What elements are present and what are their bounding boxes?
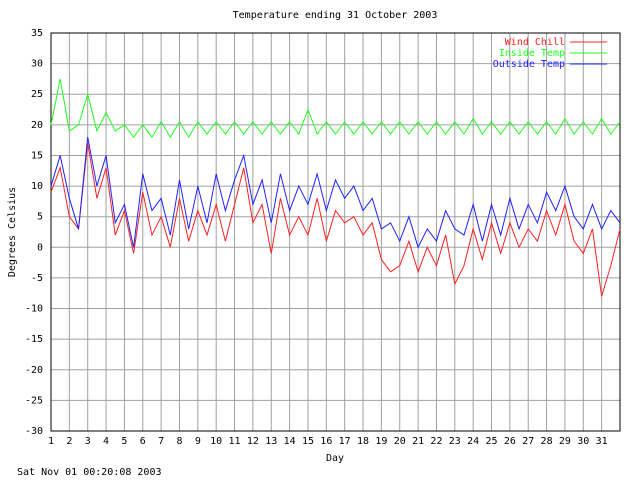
x-tick-label: 3 [85,436,91,447]
x-tick-label: 15 [302,436,314,447]
x-tick-label: 4 [103,436,109,447]
y-tick-label: -5 [31,273,43,284]
x-tick-label: 26 [504,436,516,447]
y-tick-label: -15 [25,334,43,345]
x-tick-label: 27 [522,436,534,447]
x-tick-label: 10 [210,436,222,447]
x-tick-label: 31 [596,436,608,447]
y-tick-label: -10 [25,304,43,315]
y-axis-label: Degrees Celsius [7,187,18,277]
legend-label: Outside Temp [493,59,565,70]
y-tick-label: 30 [31,59,43,70]
x-tick-label: 29 [559,436,571,447]
chart-title: Temperature ending 31 October 2003 [233,10,438,21]
y-tick-label: -25 [25,395,43,406]
x-tick-label: 20 [394,436,406,447]
x-tick-label: 8 [176,436,182,447]
x-tick-label: 7 [158,436,164,447]
x-tick-label: 18 [357,436,369,447]
series-line [50,136,621,249]
y-tick-label: 10 [31,181,43,192]
x-tick-label: 13 [265,436,277,447]
x-tick-label: 12 [247,436,259,447]
x-tick-label: 25 [485,436,497,447]
y-tick-label: -20 [25,365,43,376]
x-tick-label: 28 [541,436,553,447]
x-tick-label: 21 [412,436,424,447]
plot-frame [50,32,621,432]
y-tick-label: -30 [25,426,43,437]
x-tick-label: 16 [320,436,332,447]
x-tick-label: 17 [339,436,351,447]
y-tick-label: 35 [31,28,43,39]
x-tick-label: 19 [375,436,387,447]
y-tick-label: 0 [37,242,43,253]
x-tick-label: 1 [48,436,54,447]
y-tick-label: 15 [31,150,43,161]
x-axis-label: Day [326,453,344,464]
timestamp: Sat Nov 01 00:20:08 2003 [17,467,162,478]
x-tick-label: 14 [284,436,296,447]
y-tick-label: 20 [31,120,43,131]
x-tick-label: 23 [449,436,461,447]
y-tick-label: 25 [31,89,43,100]
legend-label: Inside Temp [499,48,565,59]
series-line [50,78,621,139]
x-tick-label: 24 [467,436,479,447]
x-tick-label: 11 [229,436,241,447]
x-tick-label: 30 [577,436,589,447]
x-tick-label: 9 [195,436,201,447]
x-tick-label: 6 [140,436,146,447]
x-tick-label: 5 [121,436,127,447]
x-tick-label: 2 [66,436,72,447]
series-line [50,143,621,297]
legend-label: Wind Chill [505,37,565,48]
y-tick-label: 5 [37,212,43,223]
x-tick-label: 22 [430,436,442,447]
